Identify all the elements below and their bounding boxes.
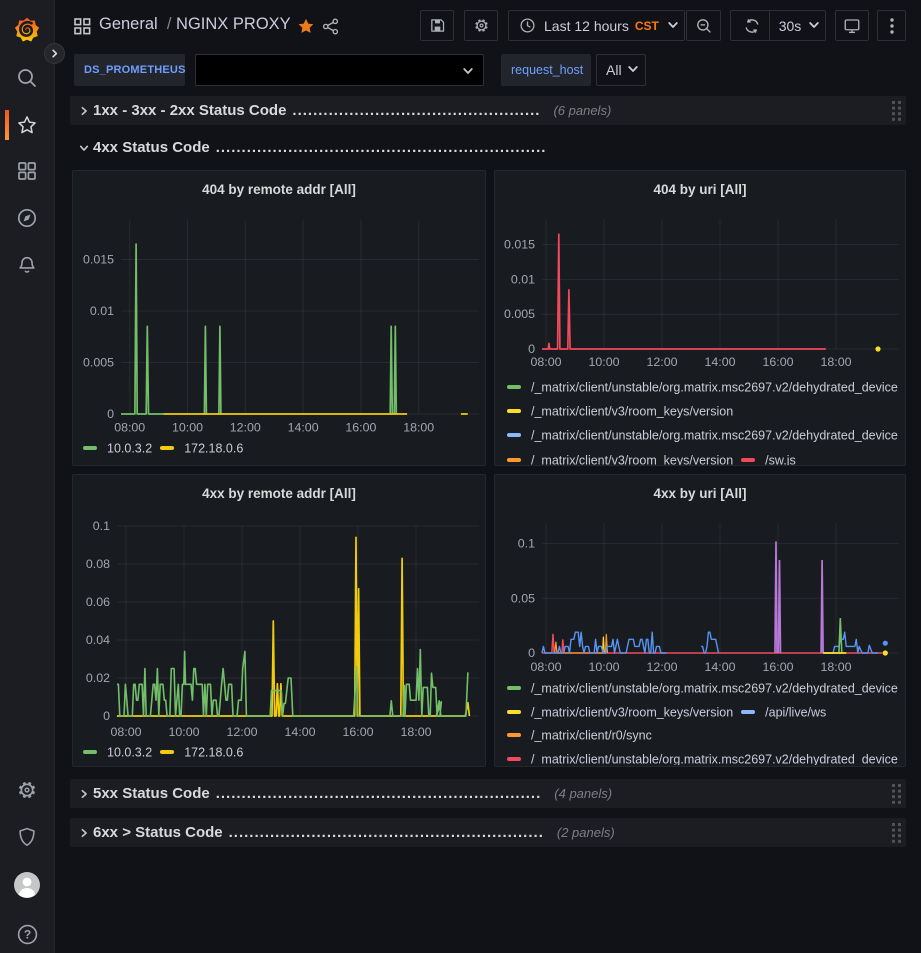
svg-text:12:00: 12:00 [646, 660, 677, 674]
svg-text:0.1: 0.1 [518, 537, 535, 551]
svg-text:12:00: 12:00 [646, 355, 677, 369]
svg-text:0.015: 0.015 [504, 238, 535, 252]
svg-text:0.1: 0.1 [93, 519, 110, 533]
svg-text:08:00: 08:00 [530, 355, 561, 369]
svg-text:0.06: 0.06 [86, 595, 110, 609]
svg-text:18:00: 18:00 [400, 725, 431, 739]
svg-text:10:00: 10:00 [588, 355, 619, 369]
svg-text:0.01: 0.01 [511, 272, 535, 286]
svg-text:18:00: 18:00 [820, 660, 851, 674]
svg-text:18:00: 18:00 [403, 421, 434, 435]
svg-text:14:00: 14:00 [704, 355, 735, 369]
svg-text:0.05: 0.05 [511, 591, 535, 605]
svg-text:0.005: 0.005 [504, 307, 535, 321]
svg-text:0.01: 0.01 [90, 304, 114, 318]
svg-text:0.005: 0.005 [83, 356, 114, 370]
svg-text:16:00: 16:00 [345, 421, 376, 435]
svg-text:0.015: 0.015 [83, 253, 114, 267]
svg-text:0: 0 [107, 407, 114, 421]
svg-text:16:00: 16:00 [342, 725, 373, 739]
svg-text:08:00: 08:00 [110, 725, 141, 739]
svg-text:12:00: 12:00 [226, 725, 257, 739]
svg-text:10:00: 10:00 [172, 421, 203, 435]
svg-text:0: 0 [528, 646, 535, 660]
svg-text:10:00: 10:00 [168, 725, 199, 739]
svg-text:10:00: 10:00 [588, 660, 619, 674]
svg-text:14:00: 14:00 [704, 660, 735, 674]
svg-text:08:00: 08:00 [114, 421, 145, 435]
svg-text:08:00: 08:00 [530, 660, 561, 674]
svg-text:18:00: 18:00 [820, 355, 851, 369]
svg-text:16:00: 16:00 [762, 660, 793, 674]
svg-text:?: ? [23, 927, 30, 941]
svg-text:14:00: 14:00 [284, 725, 315, 739]
svg-text:0.02: 0.02 [86, 671, 110, 685]
svg-text:12:00: 12:00 [230, 421, 261, 435]
svg-text:16:00: 16:00 [762, 355, 793, 369]
svg-text:0: 0 [528, 342, 535, 356]
svg-text:14:00: 14:00 [288, 421, 319, 435]
svg-text:0: 0 [103, 709, 110, 723]
svg-text:0.08: 0.08 [86, 557, 110, 571]
svg-text:0.04: 0.04 [86, 633, 110, 647]
